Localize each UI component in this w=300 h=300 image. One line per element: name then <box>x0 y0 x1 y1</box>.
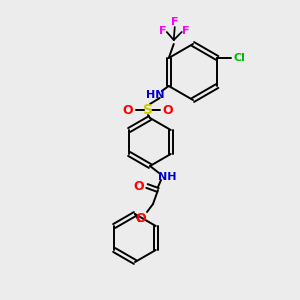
Text: O: O <box>134 179 144 193</box>
Text: F: F <box>171 17 178 27</box>
Text: O: O <box>123 103 133 116</box>
Text: O: O <box>136 212 146 224</box>
Text: S: S <box>143 103 153 117</box>
Text: F: F <box>159 26 166 36</box>
Text: O: O <box>163 103 173 116</box>
Text: HN: HN <box>146 90 164 100</box>
Text: NH: NH <box>158 172 176 182</box>
Text: F: F <box>182 26 190 36</box>
Text: Cl: Cl <box>233 53 245 63</box>
